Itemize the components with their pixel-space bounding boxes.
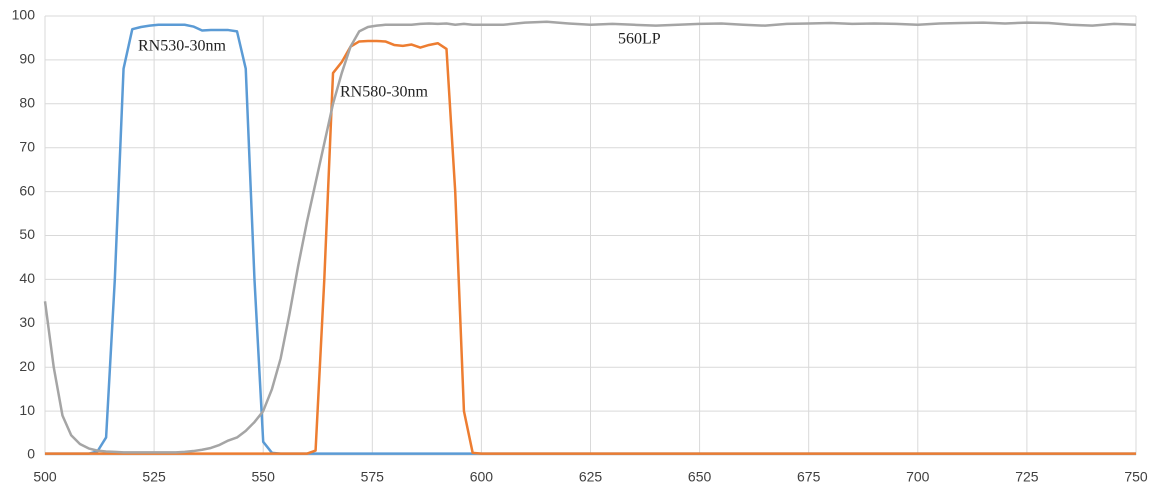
series-line (45, 39, 1136, 455)
y-tick-label: 0 (27, 446, 35, 462)
x-tick-label: 725 (1015, 469, 1039, 485)
series-label: RN580-30nm (340, 84, 429, 101)
y-tick-label: 90 (19, 51, 35, 67)
x-tick-label: 750 (1124, 469, 1148, 485)
y-tick-label: 60 (19, 182, 35, 198)
x-tick-label: 650 (688, 469, 712, 485)
x-tick-label: 525 (142, 469, 166, 485)
x-tick-label: 575 (361, 469, 385, 485)
y-tick-label: 20 (19, 358, 35, 374)
x-tick-label: 500 (33, 469, 57, 485)
series-label: 560LP (618, 31, 661, 48)
x-tick-label: 625 (579, 469, 603, 485)
x-tick-label: 700 (906, 469, 930, 485)
x-tick-label: 550 (252, 469, 276, 485)
y-tick-label: 50 (19, 226, 35, 242)
y-tick-label: 40 (19, 270, 35, 286)
y-tick-label: 80 (19, 95, 35, 111)
y-tick-label: 100 (12, 7, 36, 23)
y-tick-label: 70 (19, 138, 35, 154)
x-tick-label: 600 (470, 469, 494, 485)
series-label: RN530-30nm (138, 38, 227, 55)
series-line (43, 20, 1137, 454)
y-tick-label: 30 (19, 314, 35, 330)
x-tick-label: 675 (797, 469, 821, 485)
y-tick-label: 10 (19, 402, 35, 418)
